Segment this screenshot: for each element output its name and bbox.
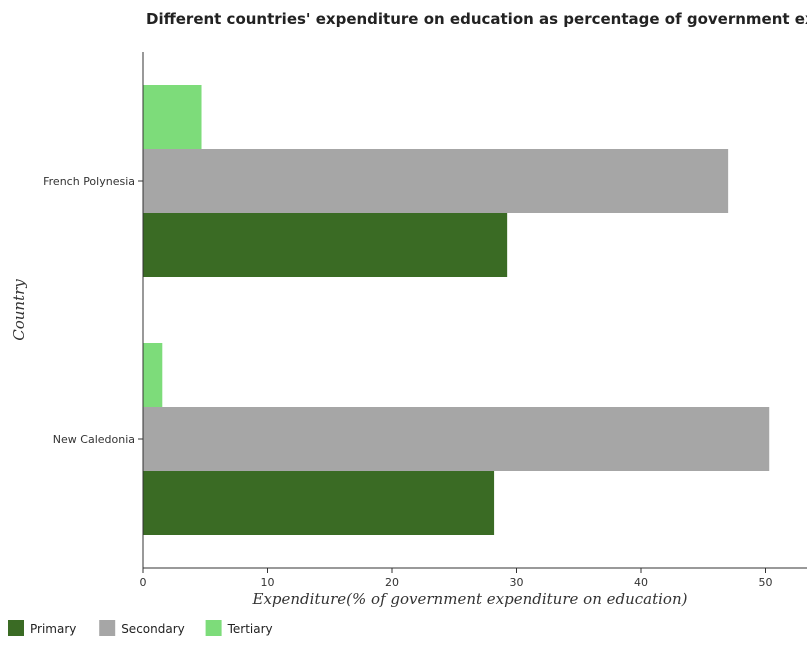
x-tick-label: 30	[510, 576, 524, 589]
y-tick-label: French Polynesia	[43, 175, 135, 188]
y-tick-label: New Caledonia	[53, 433, 135, 446]
legend-label-secondary: Secondary	[121, 622, 185, 636]
y-ticks: French Polynesia New Caledonia	[43, 175, 143, 446]
chart-title: Different countries' expenditure on educ…	[146, 10, 807, 28]
bar-primary-french-polynesia	[143, 213, 508, 277]
x-tick-label: 10	[261, 576, 275, 589]
x-tick-label: 50	[759, 576, 773, 589]
legend-swatch-tertiary	[205, 620, 222, 636]
bar-tertiary-french-polynesia	[143, 85, 202, 149]
bar-secondary-new-caledonia	[143, 407, 770, 471]
x-tick-label: 20	[385, 576, 399, 589]
y-axis-label: Country	[10, 279, 28, 341]
bar-tertiary-new-caledonia	[143, 343, 163, 407]
legend-swatch-secondary	[99, 620, 116, 636]
bar-secondary-french-polynesia	[143, 149, 729, 213]
x-tick-label: 0	[140, 576, 147, 589]
x-ticks: 0 10 20 30 40 50	[140, 568, 773, 589]
bar-primary-new-caledonia	[143, 471, 495, 535]
legend: Primary Secondary Tertiary	[8, 620, 273, 636]
x-axis-label: Expenditure(% of government expenditure …	[252, 590, 688, 608]
plot-area	[143, 85, 770, 535]
legend-swatch-primary	[8, 620, 24, 636]
legend-label-primary: Primary	[30, 622, 76, 636]
legend-label-tertiary: Tertiary	[227, 622, 273, 636]
x-tick-label: 40	[634, 576, 648, 589]
